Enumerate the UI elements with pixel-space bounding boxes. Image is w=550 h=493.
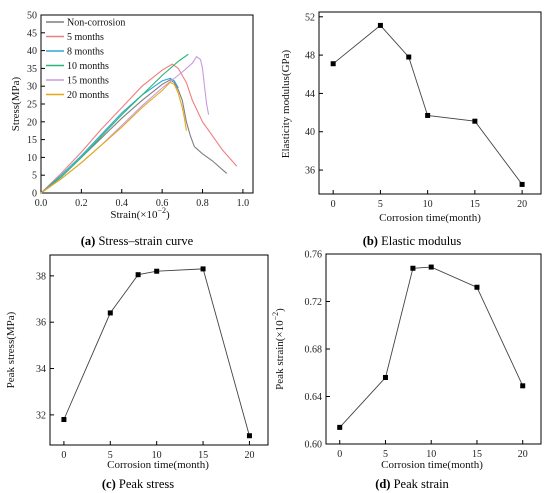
panel-a-xlabel: Strain(×10−2) (110, 206, 170, 221)
y-tick-label: 10 (27, 153, 37, 164)
panel-c-xlabel: Corrosion time(month) (107, 459, 209, 471)
legend-label: Non-corrosion (67, 18, 125, 29)
legend-label: 10 months (67, 61, 109, 72)
x-tick-label: 20 (517, 199, 527, 210)
x-tick-label: 0 (331, 199, 336, 210)
y-tick-label: 25 (27, 100, 37, 111)
legend-label: 20 months (67, 90, 109, 101)
x-tick-label: 5 (108, 450, 113, 461)
x-tick-label: 15 (198, 450, 208, 461)
data-point (246, 433, 252, 439)
x-tick-label: 20 (518, 449, 528, 460)
data-point (200, 266, 206, 272)
panel-c-frame (49, 254, 269, 446)
series-line-5 (40, 81, 187, 194)
y-tick-label: 15 (27, 135, 37, 146)
x-tick-label: 5 (378, 199, 383, 210)
x-tick-label: 1.0 (237, 198, 250, 209)
x-tick-label: 5 (383, 449, 388, 460)
series-line-2 (40, 77, 179, 194)
x-tick-label: 20 (244, 450, 254, 461)
data-point (330, 61, 336, 67)
y-tick-label: 40 (27, 46, 37, 57)
x-tick-label: 0 (61, 450, 66, 461)
panel-a: 0.0 0.2 0.4 0.6 0.8 1.0 0 5 10 15 20 25 30 35 40 45 50 N… (10, 11, 254, 248)
y-tick-label: 40 (305, 127, 315, 138)
y-tick-label: 45 (27, 28, 37, 39)
x-tick-label: 10 (426, 449, 436, 460)
data-point (410, 265, 416, 271)
x-tick-label: 15 (470, 199, 480, 210)
y-tick-label: 0.68 (305, 345, 323, 356)
y-tick-label: 34 (36, 364, 46, 375)
y-tick-label: 35 (27, 64, 37, 75)
series-line-1 (40, 63, 238, 194)
y-tick-label: 36 (36, 318, 46, 329)
data-point (337, 424, 343, 430)
series-line (339, 266, 524, 428)
panel-b-caption: (b) Elastic modulus (363, 234, 462, 248)
x-tick-label: 0.8 (196, 198, 209, 209)
panel-a-caption: (a) Stress–strain curve (81, 234, 194, 248)
y-tick-label: 30 (27, 82, 37, 93)
data-point (382, 375, 388, 380)
panel-d-caption: (d) Peak strain (375, 477, 449, 491)
panel-c-caption: (c) Peak stress (102, 477, 174, 491)
data-point (135, 272, 141, 278)
series-line-3 (40, 53, 189, 194)
y-tick-label: 20 (27, 117, 37, 128)
panel-b-frame (318, 11, 542, 195)
panel-d: 0 5 10 15 20 0.60 0.64 0.68 0.72 0.76 Peak strain… (271, 250, 542, 491)
data-point (107, 310, 113, 316)
data-point (406, 54, 412, 60)
y-tick-label: 5 (32, 171, 37, 182)
panel-b-xlabel: Corrosion time(month) (379, 212, 481, 224)
y-tick-label: 0.76 (305, 250, 323, 261)
panel-b-ylabel: Elasticity modulus(GPa) (280, 49, 292, 158)
data-point (61, 417, 67, 423)
x-tick-label: 0.4 (116, 198, 129, 209)
panel-a-legend: Non-corrosion 5 months 8 months 10 months 15… (46, 18, 125, 101)
legend-label: 15 months (67, 76, 109, 87)
y-tick-label: 48 (305, 51, 315, 62)
panel-c: 0 5 10 15 20 32 34 36 38 Peak stress(MPa) Corros… (5, 254, 269, 491)
x-tick-label: 0 (337, 449, 342, 460)
legend-label: 5 months (67, 32, 104, 43)
y-tick-label: 38 (36, 271, 46, 282)
panel-a-ylabel: Stress(MPa) (10, 76, 22, 131)
y-tick-label: 0.64 (305, 392, 323, 403)
y-tick-label: 32 (36, 410, 46, 421)
data-point (154, 268, 160, 274)
series-line-0 (40, 79, 228, 194)
y-tick-label: 0 (32, 189, 37, 200)
data-point (474, 284, 480, 290)
series-line (63, 268, 250, 436)
data-point (377, 22, 383, 28)
y-tick-label: 36 (305, 166, 315, 177)
y-tick-label: 0.60 (305, 440, 323, 451)
x-tick-label: 0.2 (75, 198, 88, 209)
data-point (520, 383, 526, 389)
x-tick-label: 10 (152, 450, 162, 461)
panel-d-xlabel: Corrosion time(month) (381, 459, 483, 471)
panel-d-frame (325, 253, 542, 445)
x-tick-label: 0.0 (35, 198, 48, 209)
x-tick-label: 10 (423, 199, 433, 210)
y-tick-label: 50 (27, 11, 37, 22)
series-line (332, 24, 523, 185)
x-tick-label: 0.6 (156, 198, 169, 209)
data-point (472, 118, 478, 124)
y-tick-label: 0.72 (305, 297, 323, 308)
y-tick-label: 44 (305, 89, 315, 100)
data-point (428, 264, 434, 270)
panel-c-ylabel: Peak stress(MPa) (5, 311, 17, 388)
data-point (425, 112, 431, 118)
panel-b: 0 5 10 15 20 36 40 44 48 52 Elasticity modulus(GP… (280, 11, 542, 248)
data-point (519, 181, 525, 187)
legend-label: 8 months (67, 47, 104, 58)
x-tick-label: 15 (472, 449, 482, 460)
panel-d-ylabel: Peak strain(×10−2) (271, 308, 286, 390)
y-tick-label: 52 (305, 12, 315, 23)
